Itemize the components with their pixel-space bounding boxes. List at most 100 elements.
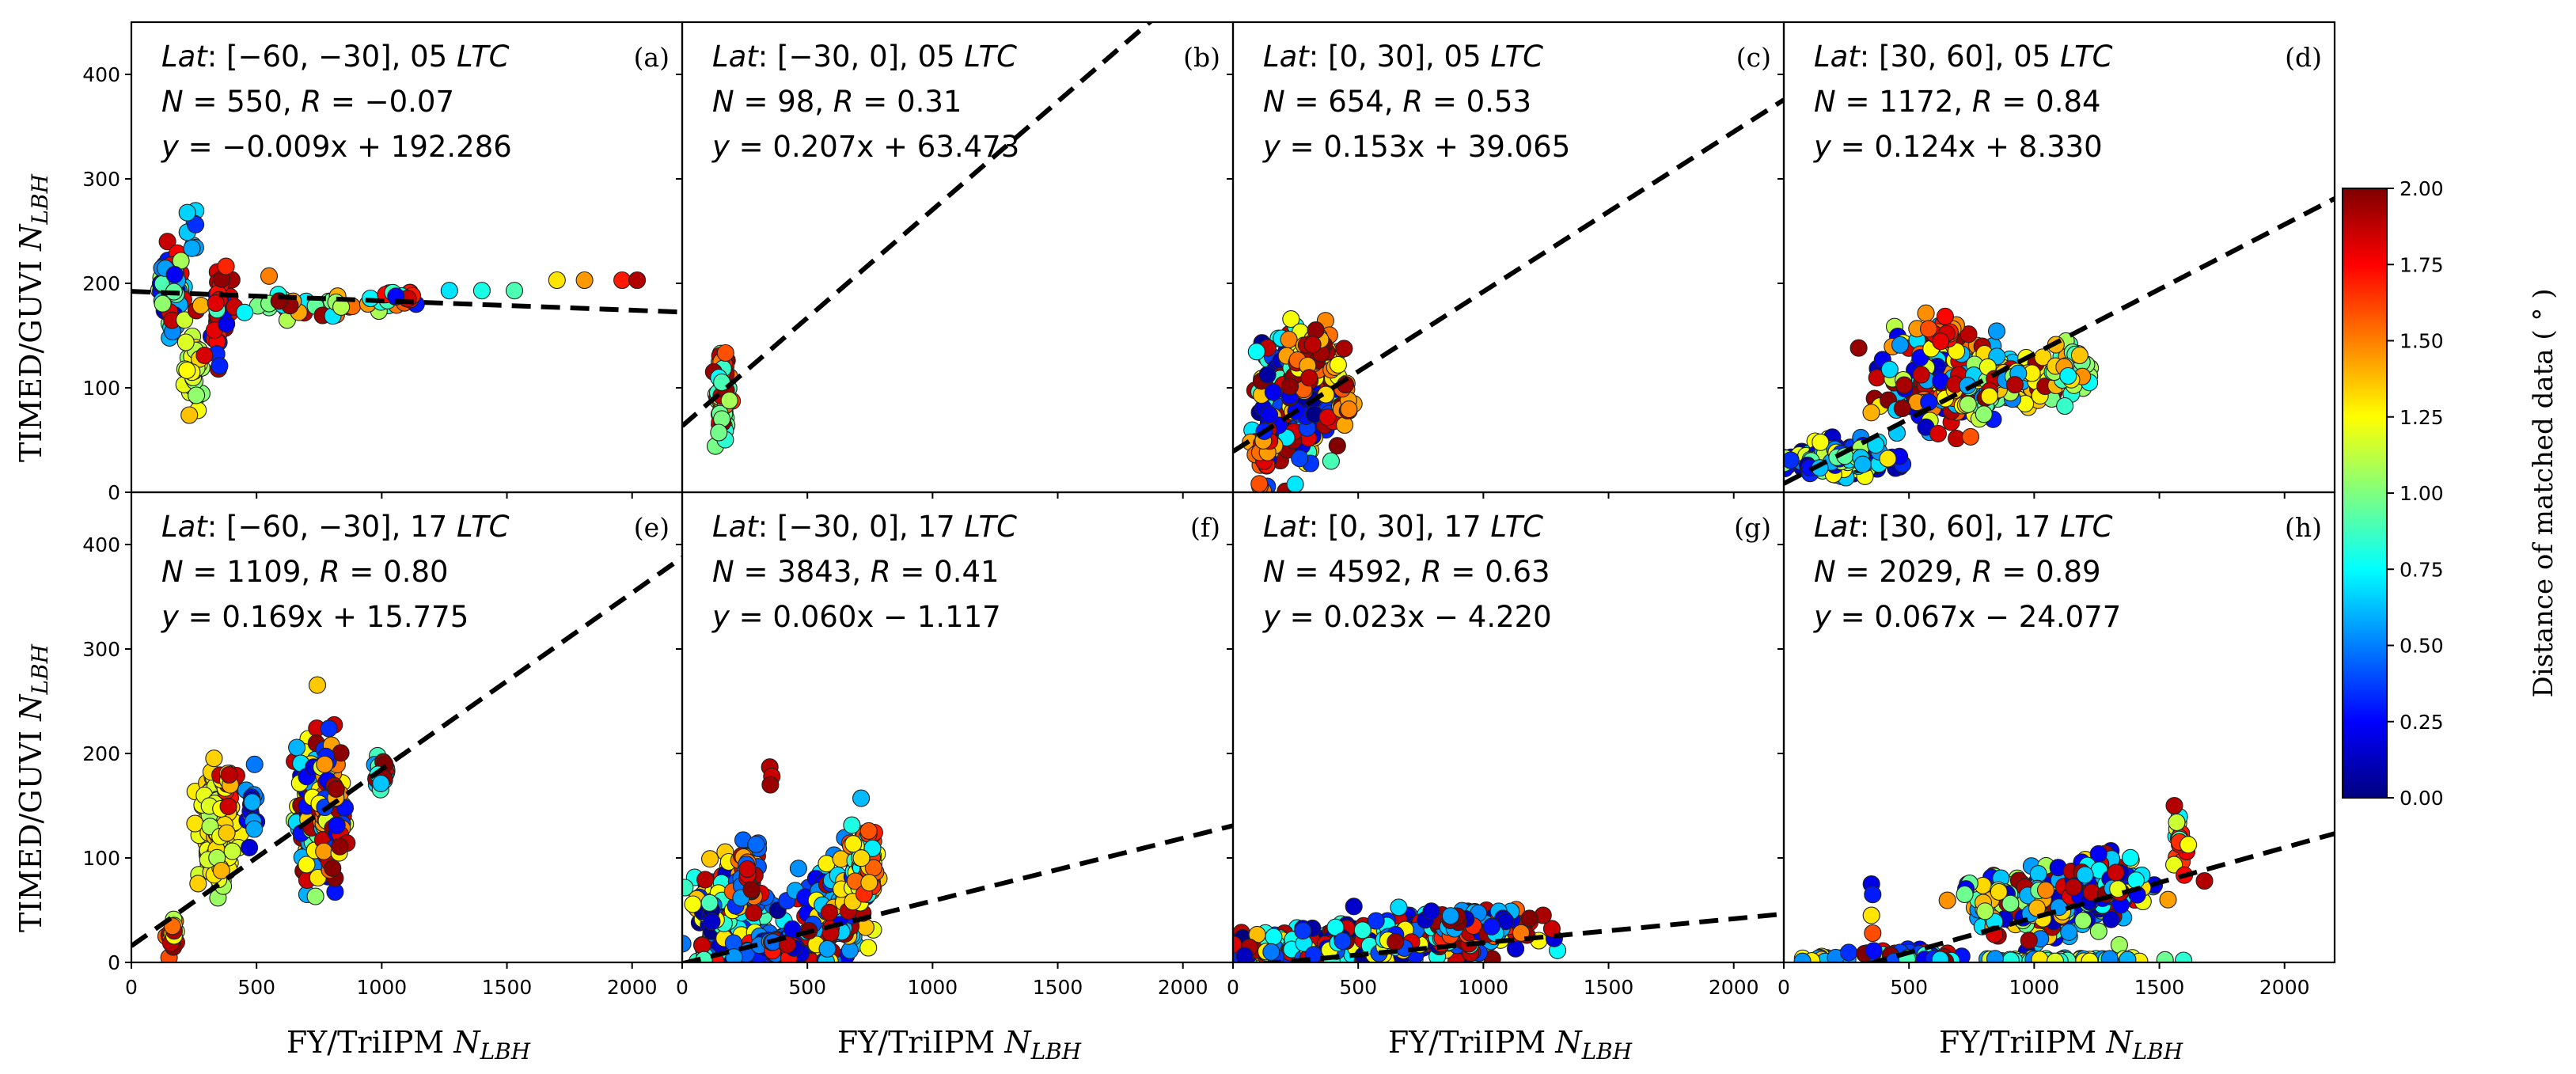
x-tick-label: 1500 <box>2134 976 2185 999</box>
annotation-equation: y = 0.124x + 8.330 <box>1813 130 2103 164</box>
data-point <box>2029 865 2047 883</box>
data-point <box>1422 902 1440 920</box>
data-point <box>1959 395 1977 413</box>
annotation-equation: y = 0.169x + 15.775 <box>161 600 469 634</box>
x-tick-label: 1000 <box>2009 976 2060 999</box>
panel-g: 0 500 1000 1500 2000 Lat: [0, 30], 17 LTC N = … <box>1227 491 1785 999</box>
data-point <box>703 913 721 931</box>
data-point <box>1862 404 1880 422</box>
colorbar-tick-label: 0.50 <box>2400 635 2444 658</box>
data-point <box>548 271 566 290</box>
data-point <box>1784 451 1800 469</box>
annotation-lat: Lat: [−60, −30], 17 LTC <box>161 510 510 544</box>
data-point <box>575 271 594 290</box>
data-point <box>241 838 259 856</box>
panel-b: Lat: [−30, 0], 05 LTC N = 98, R = 0.31 y =… <box>676 21 1235 499</box>
x-tick-label: 1000 <box>908 976 958 999</box>
data-point <box>178 203 196 222</box>
data-point <box>1282 310 1300 328</box>
annotation-n-r: N = 2029, R = 0.89 <box>1814 555 2101 589</box>
data-point <box>761 776 780 794</box>
data-point <box>1912 366 1930 384</box>
data-point <box>217 257 235 275</box>
data-point <box>852 849 871 867</box>
data-point <box>1893 399 1911 418</box>
data-point <box>320 719 338 738</box>
data-point <box>1265 928 1283 946</box>
colorbar-label: Distance of matched data ( ° ) <box>2528 289 2559 698</box>
data-point <box>178 361 196 379</box>
data-point <box>1307 321 1325 340</box>
x-tick-label: 500 <box>237 976 275 999</box>
annotation-lat: Lat: [−30, 0], 05 LTC <box>712 40 1017 74</box>
data-point <box>789 860 807 878</box>
data-point <box>1326 918 1345 936</box>
data-point <box>860 874 878 892</box>
data-point <box>1280 330 1298 349</box>
annotation-equation: y = 0.207x + 63.473 <box>711 130 1019 164</box>
data-point <box>1938 891 1956 909</box>
data-point <box>738 860 757 879</box>
data-point <box>219 797 237 815</box>
data-point <box>1990 882 2008 901</box>
annotation-lat: Lat: [−60, −30], 05 LTC <box>161 40 510 74</box>
data-point <box>327 780 345 798</box>
data-point <box>1367 912 1385 930</box>
data-point <box>1300 369 1318 387</box>
data-point <box>1975 405 1993 423</box>
data-point <box>1390 898 1408 917</box>
annotation-n-r: N = 654, R = 0.53 <box>1263 85 1531 119</box>
data-point <box>1956 885 1974 904</box>
x-tick-label: 1500 <box>482 976 533 999</box>
data-point <box>1931 951 1949 962</box>
data-point <box>2159 890 2177 909</box>
x-tick-label: 1000 <box>1459 976 1509 999</box>
x-tick-label: 0 <box>125 976 138 999</box>
data-point <box>245 820 264 838</box>
data-point <box>1793 952 1812 962</box>
panel-label: (h) <box>2285 512 2322 543</box>
data-point <box>243 793 261 811</box>
annotation-n-r: N = 4592, R = 0.63 <box>1263 555 1550 589</box>
data-point <box>2107 863 2125 882</box>
data-point <box>2089 922 2107 940</box>
data-point <box>2126 871 2145 890</box>
data-point <box>1235 947 1254 962</box>
data-point <box>220 765 238 784</box>
data-point <box>245 755 264 773</box>
y-tick-label: 100 <box>82 377 120 400</box>
panel-e: 0 100 200 300 400 0 500 1000 1500 2000 Lat: [−60, … <box>82 491 684 999</box>
data-point <box>844 835 863 853</box>
data-point <box>1317 385 1335 404</box>
data-point <box>154 294 172 313</box>
annotation-equation: y = 0.153x + 39.065 <box>1262 130 1570 164</box>
data-point <box>859 939 878 957</box>
x-tick-label: 2000 <box>2259 976 2310 999</box>
data-point <box>288 738 306 757</box>
colorbar-tick-label: 1.50 <box>2400 330 2444 353</box>
data-point <box>2102 910 2120 928</box>
data-point <box>1960 325 1978 343</box>
data-point <box>747 835 765 853</box>
plot-area <box>1233 97 1784 492</box>
data-point <box>2121 848 2140 867</box>
data-point <box>260 267 279 285</box>
data-point <box>372 774 390 792</box>
data-point <box>1880 360 1899 378</box>
data-point <box>1864 886 1882 904</box>
plot-area <box>1793 796 2335 962</box>
data-point <box>852 789 871 807</box>
data-point <box>2168 813 2186 832</box>
data-point <box>716 343 734 362</box>
annotation-equation: y = 0.023x − 4.220 <box>1262 600 1552 634</box>
data-point <box>176 311 194 329</box>
data-point <box>308 676 327 694</box>
panel-label: (a) <box>634 42 670 73</box>
data-point <box>1340 400 1358 419</box>
x-axis-title-c: FY/TriIPM NLBH <box>1388 1025 1633 1065</box>
data-point <box>693 936 711 954</box>
data-point <box>1849 339 1868 357</box>
y-tick-label: 400 <box>82 533 120 556</box>
data-point <box>1948 342 1966 360</box>
x-tick-label: 1500 <box>1033 976 1083 999</box>
